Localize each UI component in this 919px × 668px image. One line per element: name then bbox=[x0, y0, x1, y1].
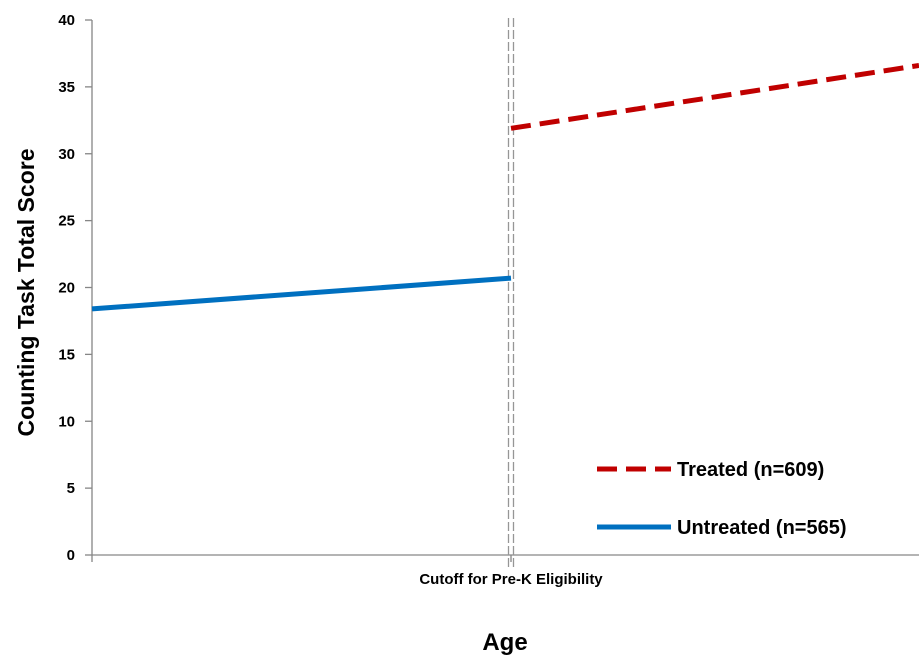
y-tick-label: 15 bbox=[58, 346, 75, 363]
y-axis-ticks: 0 5 10 15 20 25 30 35 40 bbox=[58, 12, 512, 564]
y-tick-label: 40 bbox=[58, 12, 75, 29]
legend-label: Untreated (n=565) bbox=[677, 517, 847, 539]
y-axis-title: Counting Task Total Score bbox=[13, 149, 39, 437]
cutoff-label: Cutoff for Pre-K Eligibility bbox=[419, 571, 603, 588]
series-lines bbox=[91, 63, 919, 312]
legend-label: Treated (n=609) bbox=[677, 459, 824, 481]
legend: Treated (n=609) Untreated (n=565) bbox=[597, 459, 847, 539]
y-tick-label: 25 bbox=[58, 213, 75, 230]
y-tick-label: 20 bbox=[58, 280, 75, 297]
y-tick-label: 35 bbox=[58, 79, 75, 96]
y-tick-label: 10 bbox=[58, 413, 75, 430]
y-tick-label: 30 bbox=[58, 146, 75, 163]
x-axis-title: Age bbox=[482, 629, 527, 656]
y-tick-label: 0 bbox=[67, 547, 75, 564]
y-tick-label: 5 bbox=[67, 480, 75, 497]
series-line-untreated bbox=[91, 275, 512, 312]
cutoff-line bbox=[507, 18, 515, 567]
series-line-treated bbox=[510, 63, 919, 131]
